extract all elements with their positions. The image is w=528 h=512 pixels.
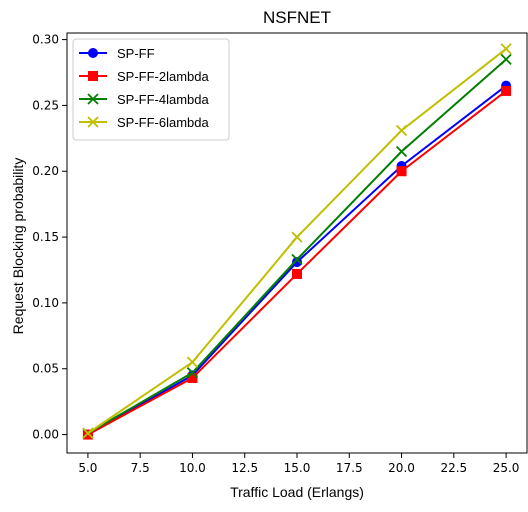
legend-marker-1 <box>88 71 98 81</box>
y-tick-label-6: 0.30 <box>32 33 59 47</box>
x-tick-label-5: 17.5 <box>336 461 363 475</box>
series-1 <box>82 85 512 440</box>
legend-marker-0 <box>88 48 98 58</box>
series-2-point-1 <box>186 367 199 379</box>
series-1-point-3 <box>396 166 407 177</box>
x-tick-label-4: 15.0 <box>284 461 311 475</box>
series-3-point-0 <box>82 427 94 439</box>
x-tick-label-2: 10.0 <box>179 461 206 475</box>
y-tick-label-3: 0.15 <box>32 230 59 244</box>
y-tick-label-5: 0.25 <box>32 98 59 112</box>
y-tick-label-0: 0.00 <box>32 428 59 442</box>
legend-label-2: SP-FF-4lambda <box>117 92 210 107</box>
legend-label-1: SP-FF-2lambda <box>117 69 210 84</box>
series-3-point-3 <box>395 124 408 137</box>
legend: SP-FF SP-FF-2lambda SP-FF-4lambda SP-FF-6la… <box>72 38 230 141</box>
legend-marker-2 <box>87 93 99 105</box>
series-1-point-2 <box>292 268 302 279</box>
y-tick-label-2: 0.10 <box>32 296 59 310</box>
legend-box <box>72 38 230 141</box>
x-axis-label: Traffic Load (Erlangs) <box>230 484 364 500</box>
x-tick-label-8: 25.0 <box>493 461 520 475</box>
x-tick-label-7: 22.5 <box>440 461 467 475</box>
series-2-point-2 <box>291 253 303 266</box>
chart-title: NSFNET <box>263 8 331 27</box>
series-2-point-3 <box>395 145 408 158</box>
series-3-point-1 <box>186 356 199 368</box>
legend-label-3: SP-FF-6lambda <box>117 115 210 130</box>
y-tick-label-4: 0.20 <box>32 164 59 178</box>
series-3 <box>82 43 512 439</box>
series-3-point-2 <box>291 231 303 243</box>
legend-marker-3 <box>87 116 99 128</box>
y-axis-label: Request Blocking probability <box>10 158 26 335</box>
marks-layer: 5.0 7.5 10.0 12.5 15.0 17.5 20.0 22.5 25.0 0.00 0.… <box>32 32 528 475</box>
series-1-point-4 <box>501 85 512 96</box>
series-2-point-4 <box>500 53 512 65</box>
x-tick-label-3: 12.5 <box>231 461 258 475</box>
legend-label-0: SP-FF <box>117 46 155 61</box>
x-tick-label-0: 5.0 <box>78 461 97 475</box>
series-1-point-0 <box>82 429 93 440</box>
series-3-point-4 <box>500 43 512 55</box>
y-tick-label-1: 0.05 <box>32 362 59 376</box>
x-tick-label-1: 7.5 <box>131 461 150 475</box>
x-tick-label-6: 20.0 <box>388 461 415 475</box>
series-0-point-2 <box>292 257 302 268</box>
